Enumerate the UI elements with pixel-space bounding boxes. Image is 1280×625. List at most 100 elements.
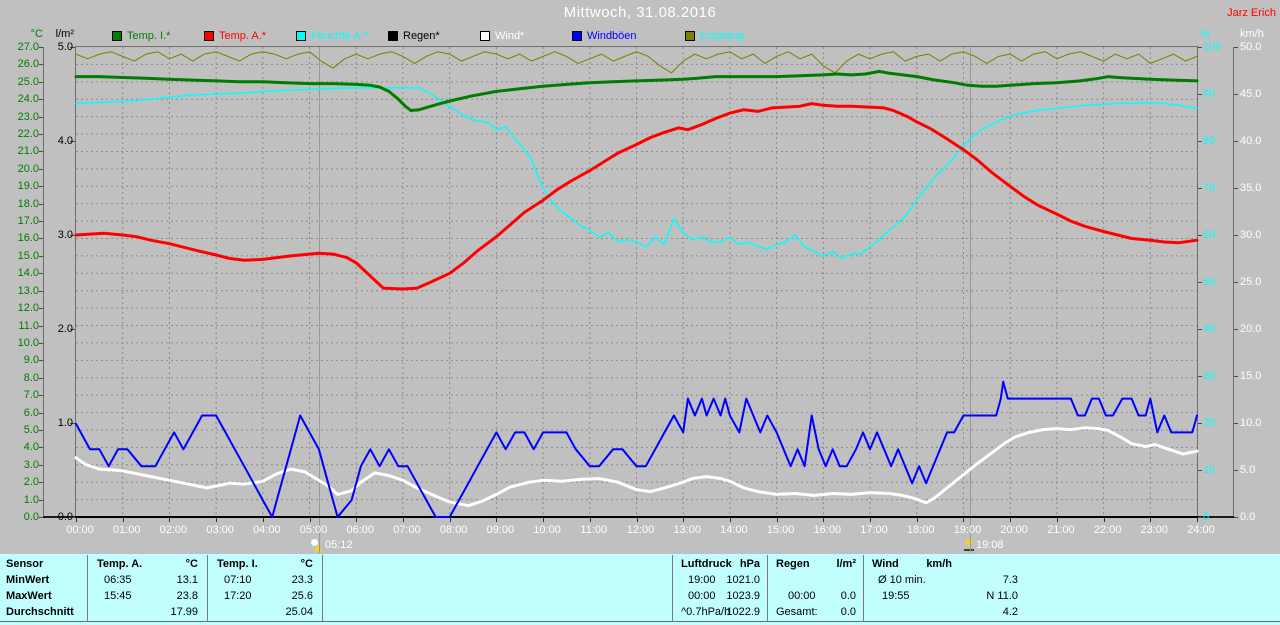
legend-label: Windböen [587,30,637,42]
kmh-tick-label-tick [1234,47,1238,48]
table-row-label: Durchschnitt [6,606,74,618]
celsius-tick-label-tick [39,47,43,48]
celsius-tick-label: 13.0 [17,284,39,297]
sunset-time: 19:08 [976,539,1004,551]
lm2-tick-label: 5.0 [57,41,73,53]
celsius-tick-label: 9.0 [23,354,39,367]
celsius-tick-label-tick [39,81,43,83]
time-tick [776,518,778,522]
celsius-tick-label: 2.0 [23,476,39,489]
kmh-tick-label: 50.0 [1240,41,1262,53]
owner-name: Jarz Erich [1227,7,1276,19]
time-tick-label: 11:00 [580,524,608,536]
legend-item: Wind* [480,30,524,42]
table-cell-luftdruck-value: 1022.9 [726,606,760,618]
table-cell-temp-a-value: 23.8 [176,590,198,602]
celsius-tick-label: 23.0 [17,110,39,123]
lm2-tick-label-tick [70,235,75,236]
axis-unit-percent: % [1200,28,1210,40]
table-unit-luftdruck: hPa [739,558,760,570]
legend-label: Wind* [495,30,525,42]
legend-item: Temp. I.* [112,30,170,42]
celsius-tick-label: 3.0 [23,458,39,471]
celsius-tick-label: 24.0 [17,93,39,106]
chart-title: Mittwoch, 31.08.2016 [563,4,717,21]
table-unit-temp-i: °C [300,558,313,570]
time-tick-label: 17:00 [860,524,888,536]
celsius-tick-label-tick [39,290,43,292]
legend-swatch [572,31,582,41]
celsius-tick-label: 17.0 [17,215,39,228]
table-cell-temp-i-label: 17:20 [224,590,252,602]
time-tick [262,518,264,522]
legend-label: Empfang [700,30,745,42]
table-cell-regen-label: 00:00 [788,590,816,602]
sunrise-marker: 05:12 [311,538,353,551]
summary-table: Sensor MinWert MaxWert Durchschnitt Temp. A.… [0,554,1280,625]
percent-tick-label-tick [1198,141,1202,142]
celsius-tick-label-tick [39,221,43,223]
series-wind [74,426,1199,508]
table-divider [863,555,864,621]
kmh-tick-label: 35.0 [1240,182,1262,194]
celsius-tick-label: 21.0 [17,145,39,158]
percent-tick-label: 80 [1203,135,1216,147]
legend: Temp. I.* Temp. A.* Feuchte A.* Regen* Wind*… [0,0,1280,46]
celsius-tick-label: 6.0 [23,406,39,419]
table-cell-luftdruck-value: 1021.0 [726,574,760,586]
celsius-tick-label-tick [39,517,43,518]
time-tick [683,518,685,522]
celsius-tick-label: 10.0 [17,336,39,349]
sunrise-icon [311,539,323,551]
legend-label: Feuchte A.* [311,30,368,42]
kmh-tick-label: 45.0 [1240,88,1262,100]
celsius-tick-label-tick [39,134,43,136]
percent-tick-label-tick [1198,423,1202,424]
legend-swatch [204,31,214,41]
plot-area[interactable] [74,47,1199,518]
time-tick-label: 00:00 [66,524,94,536]
kmh-axis-line [1233,47,1234,518]
kmh-tick-label-tick [1234,235,1238,236]
time-tick-label: 04:00 [253,524,281,536]
celsius-tick-label: 15.0 [17,249,39,262]
kmh-tick-label: 5.0 [1240,464,1256,476]
time-tick-label: 06:00 [346,524,375,536]
time-tick-label: 23:00 [1140,524,1169,536]
time-tick-label: 18:00 [906,524,935,536]
kmh-tick-label: 25.0 [1240,276,1262,288]
plot-border-right [1197,46,1198,518]
percent-tick-label: 100 [1203,41,1222,53]
sunset-marker-line [970,47,971,553]
time-tick-label: 15:00 [766,524,795,536]
kmh-tick-label: 20.0 [1240,323,1262,335]
series-empfang [75,51,1198,74]
celsius-tick-label: 7.0 [23,389,39,402]
table-cell-wind-value: 4.2 [1002,606,1018,618]
percent-tick-label: 20 [1203,417,1216,429]
celsius-axis-line [43,47,44,518]
percent-tick-label: 70 [1203,182,1216,194]
sunrise-marker-line [319,47,320,553]
lm2-tick-label: 4.0 [57,135,73,147]
axis-unit-celsius: °C [30,28,43,40]
plot-border-left [75,46,76,518]
time-tick [916,518,918,522]
table-cell-regen-label: Gesamt: [776,606,818,618]
time-tick-label: 13:00 [673,524,701,536]
lm2-tick-label-tick [70,423,75,424]
axis-unit-kmh: km/h [1240,28,1264,40]
time-tick-label: 20:00 [1000,524,1028,536]
legend-label: Regen* [403,30,440,42]
table-cell-luftdruck-label: 19:00 [688,574,716,586]
time-tick-label: 02:00 [159,524,188,536]
celsius-tick-label-tick [39,447,43,449]
celsius-tick-label-tick [39,482,43,484]
celsius-tick-label-tick [39,168,43,170]
time-tick [543,518,545,522]
table-cell-regen-value: 0.0 [840,590,856,602]
time-tick [729,518,731,522]
table-cell-temp-i-value: 25.6 [291,590,313,602]
percent-tick-label: 50 [1203,276,1216,288]
